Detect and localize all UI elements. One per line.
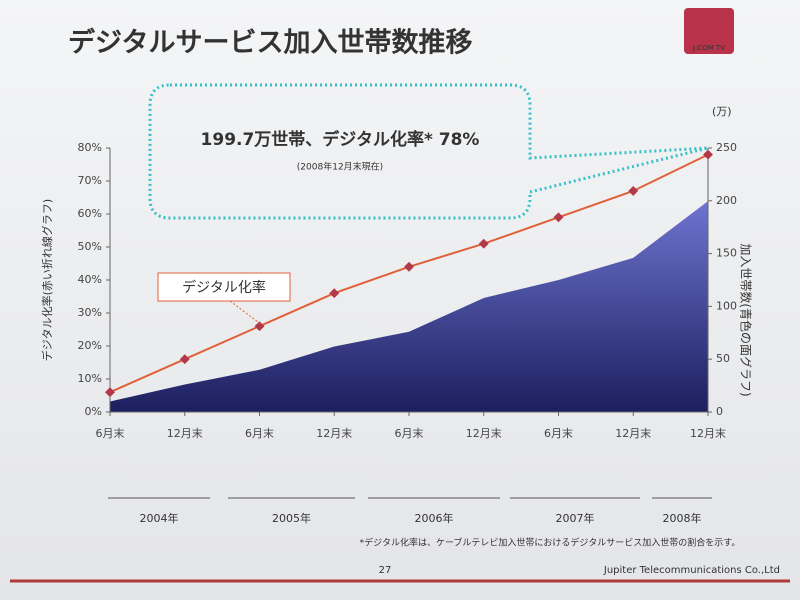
legend-leader (229, 300, 263, 326)
y-tick-label: 20% (78, 339, 102, 352)
y-tick-label: 50% (78, 240, 102, 253)
callout-border (148, 83, 709, 220)
y-tick-label: 0% (85, 405, 102, 418)
y-tick-label: 60% (78, 207, 102, 220)
y-tick-label: 40% (78, 273, 102, 286)
y-tick-label: 70% (78, 174, 102, 187)
y2-axis-label: 加入世帯数(青色の面グラフ) (739, 243, 754, 396)
x-tick-label: 6月末 (395, 426, 424, 440)
company: Jupiter Telecommunications Co.,Ltd (603, 565, 780, 576)
line-marker (478, 238, 489, 249)
year-label: 2004年 (140, 511, 179, 525)
line-marker (329, 288, 340, 299)
x-tick-label: 12月末 (615, 426, 651, 440)
y2-tick-label: 50 (716, 352, 730, 365)
x-tick-label: 12月末 (466, 426, 502, 440)
logo (684, 8, 734, 54)
year-label: 2007年 (556, 511, 595, 525)
callout-sub: (2008年12月末現在) (297, 161, 383, 173)
y2-tick-label: 250 (716, 141, 737, 154)
x-tick-label: 12月末 (690, 426, 726, 440)
line-marker (628, 185, 639, 196)
x-tick-label: 6月末 (544, 426, 573, 440)
year-label: 2005年 (272, 511, 311, 525)
y-axis-label: デジタル化率(赤い折れ線グラフ) (40, 199, 54, 361)
line-marker (179, 354, 190, 365)
line-marker (553, 212, 564, 223)
y2-tick-label: 150 (716, 247, 737, 260)
line-marker (703, 149, 713, 160)
x-tick-label: 6月末 (96, 426, 125, 440)
y2-unit: (万) (712, 105, 732, 118)
y-tick-label: 30% (78, 306, 102, 319)
y2-tick-label: 100 (716, 299, 737, 312)
y2-tick-label: 200 (716, 194, 737, 207)
area (110, 201, 708, 412)
slide-title: デジタルサービス加入世帯数推移 (68, 27, 472, 59)
y-tick-label: 80% (78, 141, 102, 154)
footnote: *デジタル化率は、ケーブルテレビ加入世帯におけるデジタルサービス加入世帯の割合を… (360, 537, 741, 549)
page-number: 27 (379, 565, 392, 576)
year-label: 2006年 (415, 511, 454, 525)
line-marker (404, 261, 414, 272)
x-tick-label: 12月末 (167, 426, 203, 440)
y2-tick-label: 0 (716, 405, 723, 418)
legend-box (157, 272, 291, 302)
legend-label: デジタル化率 (182, 279, 266, 296)
callout-headline: 199.7万世帯、デジタル化率* 78% (201, 129, 480, 150)
y-tick-label: 10% (78, 372, 102, 385)
logo-text: J:COM TV (692, 44, 725, 52)
year-label: 2008年 (663, 511, 702, 525)
x-tick-label: 12月末 (316, 426, 352, 440)
plot: 0% 10% 20% 30% 40% 50% 60% 70% 80% 0 50 100 150 200 25… (78, 141, 737, 525)
x-tick-label: 6月末 (245, 426, 274, 440)
